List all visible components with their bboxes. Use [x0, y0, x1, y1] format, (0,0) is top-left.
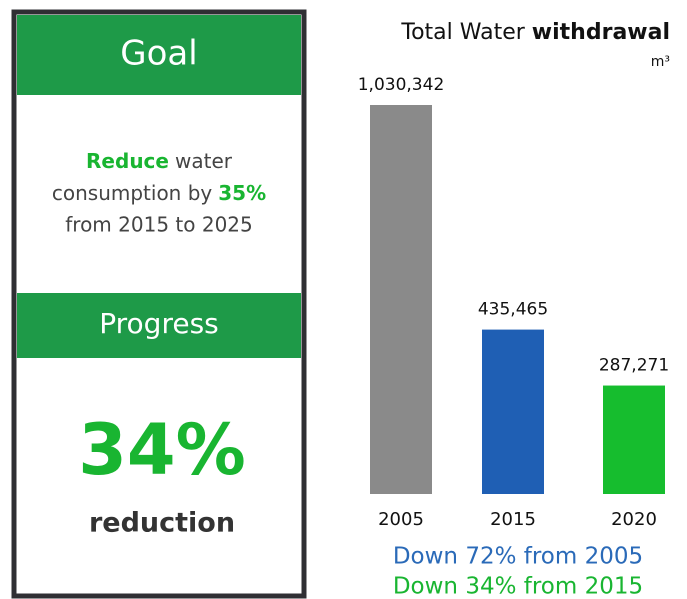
bar — [482, 329, 544, 494]
bar — [370, 105, 432, 494]
goal-emphasis: Reduce — [86, 149, 169, 173]
bar — [603, 385, 665, 494]
progress-header — [17, 293, 301, 358]
x-tick-label: 2020 — [611, 509, 657, 530]
goal-line: Reduce water — [86, 149, 233, 173]
goal-line: from 2015 to 2025 — [65, 213, 253, 237]
annotation: Down 72% from 2005 — [393, 544, 643, 570]
x-tick-label: 2005 — [378, 509, 424, 530]
x-tick-label: 2015 — [490, 509, 536, 530]
goal-heading: Goal — [120, 34, 197, 74]
progress-caption: reduction — [89, 508, 235, 539]
unit-label: m³ — [651, 54, 670, 70]
goal-text: consumption by — [52, 181, 213, 205]
goal-line: consumption by 35% — [52, 181, 266, 205]
progress-value: 34% — [78, 409, 246, 491]
annotation: Down 34% from 2015 — [393, 574, 643, 599]
chart-title: Total Water withdrawal — [400, 20, 670, 45]
goal-emphasis: 35% — [218, 181, 266, 205]
value-label: 435,465 — [478, 300, 548, 320]
goal-header — [17, 15, 301, 95]
value-label: 287,271 — [599, 356, 669, 376]
title-emphasis: withdrawal — [532, 20, 670, 45]
value-label: 1,030,342 — [358, 75, 445, 95]
title-part: Total Water — [400, 20, 525, 45]
goal-text: water — [175, 149, 233, 173]
progress-heading: Progress — [99, 307, 219, 340]
